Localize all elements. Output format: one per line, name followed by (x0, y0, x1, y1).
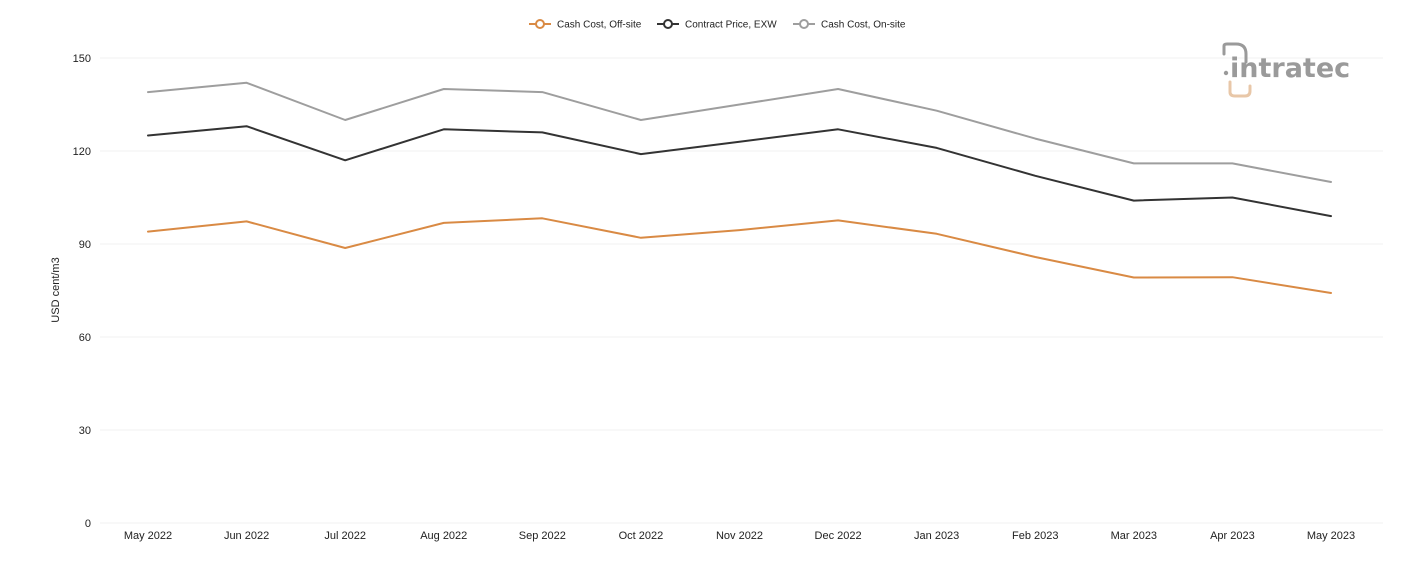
legend-marker-icon (799, 19, 809, 29)
legend-item-3: Cash Cost, On-site (793, 19, 906, 31)
legend-label: Cash Cost, On-site (821, 20, 906, 31)
y-tick-label: 90 (79, 239, 91, 251)
x-tick-label: Sep 2022 (519, 530, 566, 542)
legend-item-1: Cash Cost, Off-site (529, 19, 642, 31)
x-tick-label: May 2023 (1307, 530, 1355, 542)
series-line-1 (147, 217, 1332, 294)
x-tick-label: Mar 2023 (1111, 530, 1157, 542)
x-tick-label: Jul 2022 (324, 530, 366, 542)
x-tick-label: Oct 2022 (619, 530, 664, 542)
logo-mark-icon (1222, 42, 1252, 98)
x-tick-label: Apr 2023 (1210, 530, 1255, 542)
series-line-2 (147, 125, 1332, 218)
y-axis-ticks: 0 30 60 90 120 150 (73, 53, 91, 530)
x-tick-label: Nov 2022 (716, 530, 763, 542)
x-tick-label: Aug 2022 (420, 530, 467, 542)
legend-marker-icon (663, 19, 673, 29)
legend-marker-icon (535, 19, 545, 29)
y-tick-label: 0 (85, 518, 91, 530)
grid (100, 57, 1383, 524)
legend-label: Cash Cost, Off-site (557, 20, 642, 31)
x-axis-ticks: May 2022 Jun 2022 Jul 2022 Aug 2022 Sep 2022… (124, 530, 1355, 542)
y-tick-label: 120 (73, 146, 91, 158)
series-lines (147, 81, 1332, 294)
legend: Cash Cost, Off-site Contract Price, EXW Ca… (529, 19, 906, 31)
x-tick-label: Jan 2023 (914, 530, 959, 542)
y-axis-title: USD cent/m3 (50, 257, 62, 322)
x-tick-label: Feb 2023 (1012, 530, 1058, 542)
y-tick-label: 150 (73, 53, 91, 65)
series-line-3 (147, 81, 1332, 183)
x-tick-label: May 2022 (124, 530, 172, 542)
legend-label: Contract Price, EXW (685, 20, 777, 31)
x-tick-label: Jun 2022 (224, 530, 269, 542)
legend-item-2: Contract Price, EXW (657, 19, 777, 31)
y-tick-label: 30 (79, 425, 91, 437)
y-tick-label: 60 (79, 332, 91, 344)
logo-wordmark: intratec (1230, 53, 1350, 84)
x-tick-label: Dec 2022 (815, 530, 862, 542)
intratec-logo: intratec (1222, 42, 1350, 98)
